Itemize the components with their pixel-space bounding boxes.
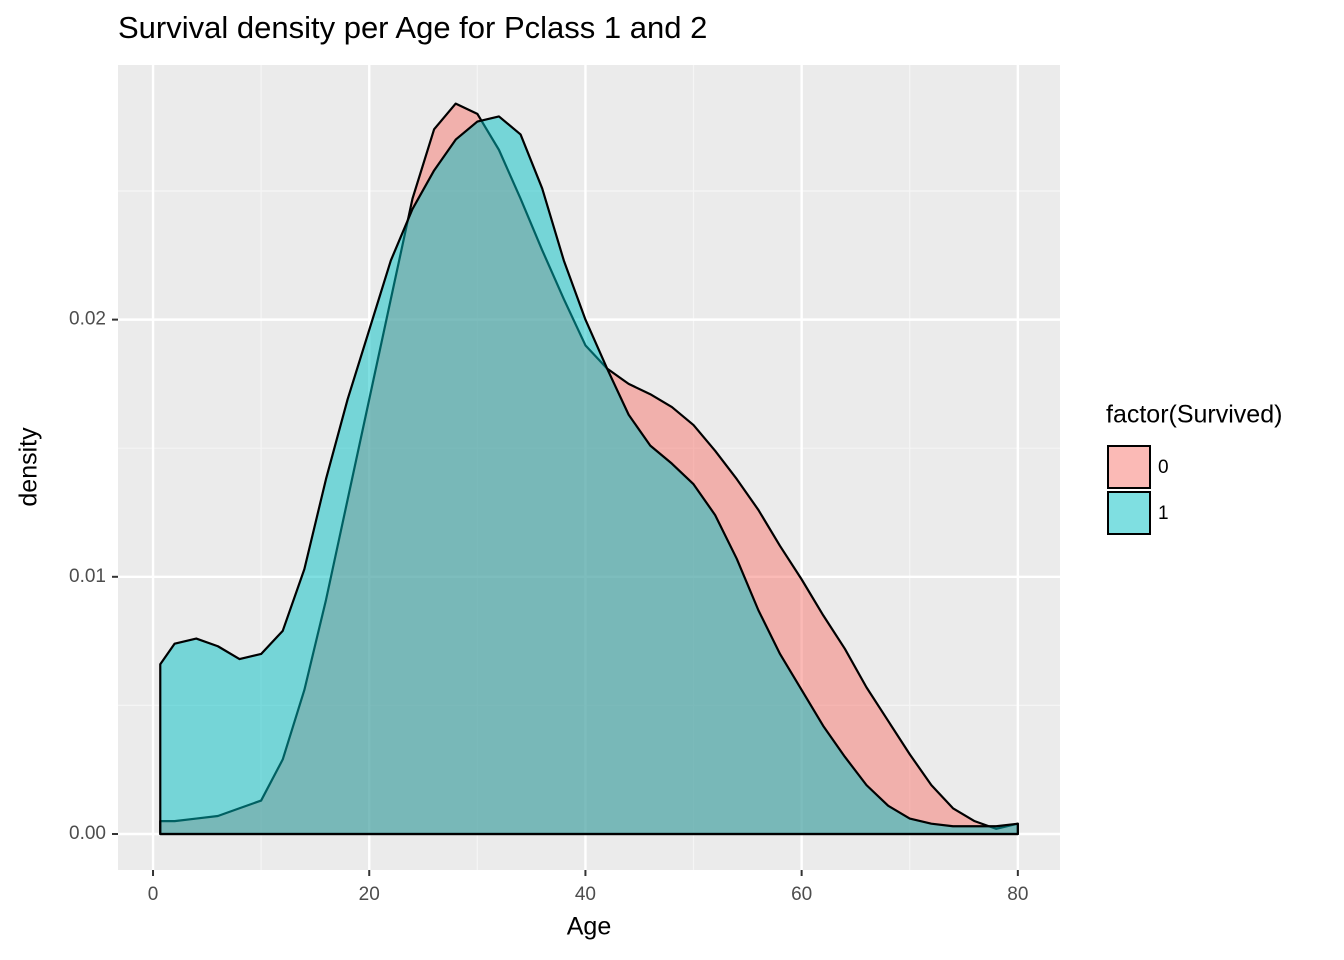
x-axis-label: Age [567,913,611,941]
legend-title: factor(Survived) [1106,401,1282,429]
legend-key [1107,491,1151,535]
density-area [159,115,1019,836]
legend-key [1107,445,1151,489]
y-axis-label: density [15,427,43,507]
x-tick-label: 20 [359,884,380,905]
y-tick-label: 0.00 [69,823,106,844]
chart-title: Survival density per Age for Pclass 1 an… [118,10,707,45]
x-tick-label: 0 [148,884,159,905]
x-tick-label: 40 [575,884,596,905]
legend-label: 0 [1158,457,1169,478]
y-tick-label: 0.02 [69,309,106,330]
x-tick-label: 80 [1007,884,1028,905]
legend-label: 1 [1158,503,1169,524]
y-tick-label: 0.01 [69,566,106,587]
x-tick-label: 60 [791,884,812,905]
